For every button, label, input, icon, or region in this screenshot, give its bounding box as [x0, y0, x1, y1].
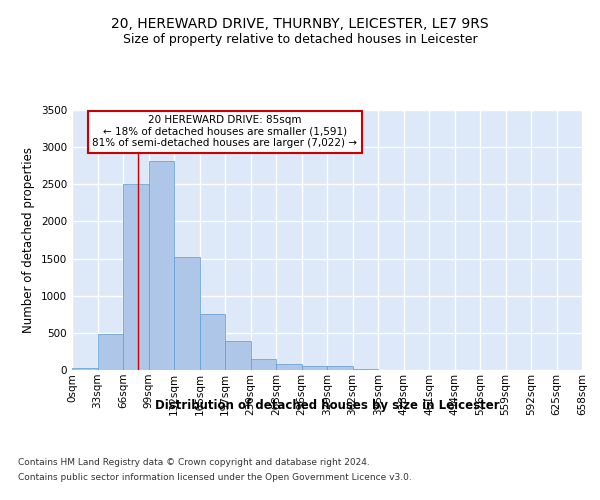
Text: 20 HEREWARD DRIVE: 85sqm
← 18% of detached houses are smaller (1,591)
81% of sem: 20 HEREWARD DRIVE: 85sqm ← 18% of detach… [92, 115, 358, 148]
Y-axis label: Number of detached properties: Number of detached properties [22, 147, 35, 333]
Bar [123, 184, 149, 370]
Bar [225, 341, 251, 370]
Bar [251, 359, 276, 370]
Bar [97, 334, 123, 370]
Text: Contains public sector information licensed under the Open Government Licence v3: Contains public sector information licen… [18, 473, 412, 482]
Text: Size of property relative to detached houses in Leicester: Size of property relative to detached ho… [122, 32, 478, 46]
Bar [149, 160, 174, 370]
Bar [72, 368, 97, 370]
Text: 20, HEREWARD DRIVE, THURNBY, LEICESTER, LE7 9RS: 20, HEREWARD DRIVE, THURNBY, LEICESTER, … [111, 18, 489, 32]
Text: Contains HM Land Registry data © Crown copyright and database right 2024.: Contains HM Land Registry data © Crown c… [18, 458, 370, 467]
Bar [174, 257, 199, 370]
Bar [276, 364, 302, 370]
Bar [327, 366, 353, 370]
Text: Distribution of detached houses by size in Leicester: Distribution of detached houses by size … [155, 398, 499, 411]
Bar [199, 314, 225, 370]
Bar [302, 366, 327, 370]
